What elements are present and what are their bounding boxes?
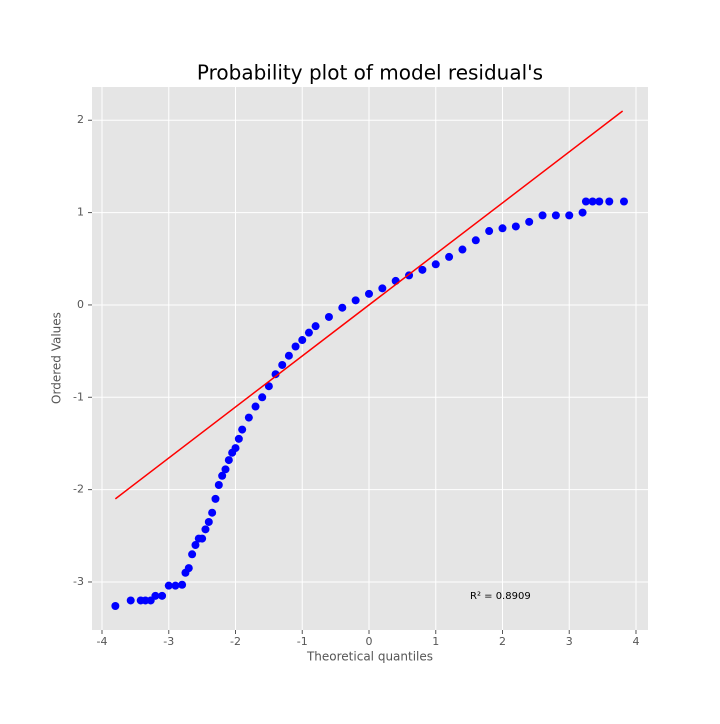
y-tick-label: 2 bbox=[77, 113, 84, 126]
point bbox=[338, 303, 347, 312]
point bbox=[238, 425, 247, 434]
point bbox=[324, 312, 333, 321]
point bbox=[188, 550, 197, 559]
point bbox=[551, 211, 560, 220]
point bbox=[498, 224, 507, 233]
point bbox=[271, 370, 280, 379]
point bbox=[218, 471, 227, 480]
point bbox=[418, 265, 427, 274]
point bbox=[198, 534, 207, 543]
point bbox=[244, 413, 253, 422]
point bbox=[445, 252, 454, 261]
y-axis-label: Ordered Values bbox=[50, 312, 64, 404]
point bbox=[208, 508, 217, 517]
point bbox=[221, 465, 230, 474]
x-axis-label: Theoretical quantiles bbox=[306, 650, 433, 664]
point bbox=[619, 197, 628, 206]
x-tick-label: 1 bbox=[432, 635, 439, 648]
point bbox=[251, 402, 260, 411]
point bbox=[284, 351, 293, 360]
x-tick-label: -3 bbox=[163, 635, 174, 648]
x-tick-label: -2 bbox=[230, 635, 241, 648]
y-tick-label: 1 bbox=[77, 206, 84, 219]
point bbox=[581, 197, 590, 206]
point bbox=[204, 517, 213, 526]
point bbox=[214, 481, 223, 490]
point bbox=[511, 222, 520, 231]
point bbox=[304, 328, 313, 337]
point bbox=[201, 525, 210, 534]
point bbox=[151, 591, 160, 600]
point bbox=[278, 360, 287, 369]
point bbox=[171, 581, 180, 590]
point bbox=[605, 197, 614, 206]
point bbox=[264, 382, 273, 391]
point bbox=[458, 245, 467, 254]
y-tick-label: -2 bbox=[73, 483, 84, 496]
point bbox=[258, 393, 267, 402]
point bbox=[211, 494, 220, 503]
point bbox=[351, 296, 360, 305]
point bbox=[485, 227, 494, 236]
point bbox=[158, 591, 167, 600]
point bbox=[578, 208, 587, 217]
x-tick-label: 4 bbox=[632, 635, 639, 648]
point bbox=[298, 336, 307, 345]
chart-title: Probability plot of model residual's bbox=[197, 61, 543, 85]
point bbox=[431, 260, 440, 269]
point bbox=[184, 564, 193, 573]
point bbox=[311, 322, 320, 331]
point bbox=[191, 541, 200, 550]
y-tick-label: -3 bbox=[73, 575, 84, 588]
x-tick-label: -4 bbox=[97, 635, 108, 648]
y-tick-label: 0 bbox=[77, 298, 84, 311]
point bbox=[234, 434, 243, 443]
x-tick-label: 0 bbox=[365, 635, 372, 648]
point bbox=[178, 580, 187, 589]
point bbox=[111, 601, 120, 610]
point bbox=[364, 289, 373, 298]
annotation: R² = 0.8909 bbox=[470, 591, 531, 602]
plot-area bbox=[92, 87, 648, 630]
point bbox=[291, 342, 300, 351]
point bbox=[378, 284, 387, 293]
point bbox=[224, 456, 233, 465]
point bbox=[525, 217, 534, 226]
point bbox=[595, 197, 604, 206]
x-tick-label: -1 bbox=[297, 635, 308, 648]
point bbox=[538, 211, 547, 220]
point bbox=[588, 197, 597, 206]
point bbox=[126, 596, 135, 605]
point bbox=[471, 236, 480, 245]
fit-line bbox=[114, 110, 624, 500]
point bbox=[231, 444, 240, 453]
x-tick-label: 2 bbox=[499, 635, 506, 648]
y-tick-label: -1 bbox=[73, 390, 84, 403]
point bbox=[164, 581, 173, 590]
point bbox=[565, 211, 574, 220]
x-tick-label: 3 bbox=[566, 635, 573, 648]
